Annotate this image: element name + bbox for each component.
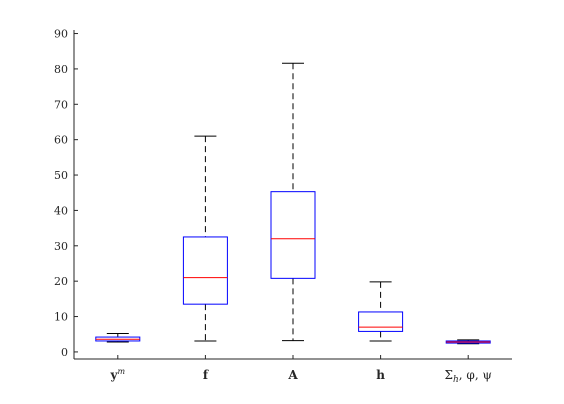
box-series (95, 62, 491, 345)
iqr-box (358, 311, 404, 332)
category-label: ym (110, 367, 126, 382)
y-tick-label: 10 (54, 311, 68, 324)
plot-axes: 0 10 20 30 40 50 60 70 80 90 (54, 28, 512, 360)
category-label: A (287, 368, 298, 382)
y-tick-label: 0 (61, 346, 68, 359)
iqr-box (270, 191, 316, 279)
y-tick-label: 90 (54, 28, 68, 41)
y-tick-label: 40 (54, 204, 68, 217)
iqr-box (182, 236, 228, 305)
y-tick-label: 70 (54, 98, 68, 111)
category-label: h (376, 368, 385, 382)
y-tick-label: 60 (54, 134, 68, 147)
y-tick-label: 80 (54, 63, 68, 76)
y-tick-label: 30 (54, 240, 68, 253)
category-label: f (203, 368, 209, 382)
y-tick-label: 20 (54, 275, 68, 288)
y-tick-label: 50 (54, 169, 68, 182)
category-label: Σh, φ, ψ (445, 368, 492, 385)
